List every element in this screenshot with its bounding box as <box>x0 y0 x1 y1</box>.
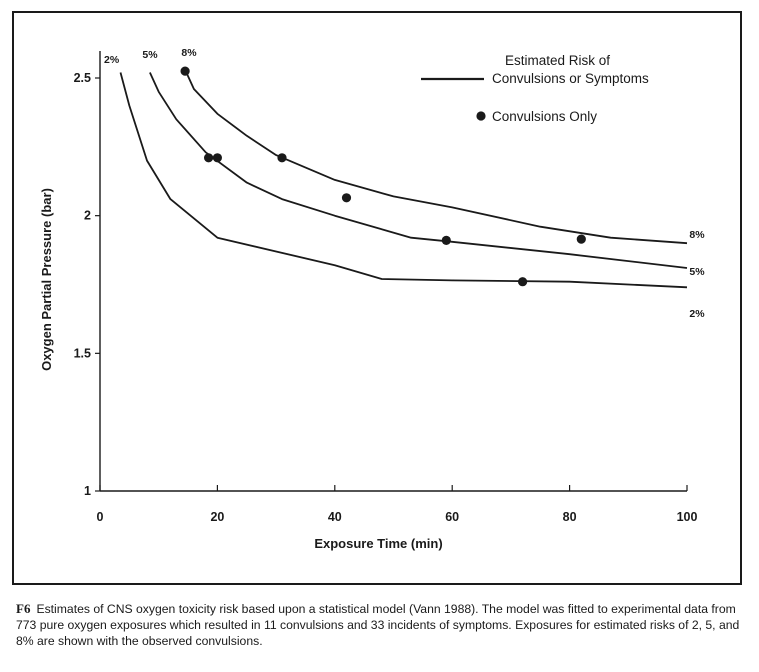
x-tick-label: 80 <box>563 510 577 524</box>
chart-ticks: 0 20 40 60 80 100 1 1.5 2 2.5 <box>74 71 698 524</box>
data-point <box>518 277 528 287</box>
series-end-label: 2% <box>689 308 705 320</box>
figure-label: F6 <box>16 601 31 616</box>
series-end-label: 5% <box>689 266 705 278</box>
data-point <box>277 153 287 163</box>
legend-line-label-2: Convulsions or Symptoms <box>492 71 649 86</box>
data-point <box>180 66 190 76</box>
chart-series <box>119 69 688 289</box>
x-axis-title: Exposure Time (min) <box>314 536 442 551</box>
series-top-label: 2% <box>104 54 120 66</box>
chart-legend: Estimated Risk of Convulsions or Symptoms… <box>421 53 649 124</box>
y-tick-label: 2 <box>84 209 91 223</box>
data-point <box>576 234 586 244</box>
figure-caption: F6 Estimates of CNS oxygen toxicity risk … <box>16 601 746 649</box>
caption-text: Estimates of CNS oxygen toxicity risk ba… <box>16 602 740 648</box>
series-top-label: 8% <box>181 47 197 59</box>
legend-point-label: Convulsions Only <box>492 109 597 124</box>
data-point <box>341 193 352 203</box>
chart-labels: Exposure Time (min) Oxygen Partial Pressu… <box>39 47 705 551</box>
x-tick-label: 0 <box>97 510 104 524</box>
risk-chart: 0 20 40 60 80 100 1 1.5 2 2.5 Exposure Time (min)… <box>39 47 705 551</box>
legend-line-label-1: Estimated Risk of <box>505 53 610 68</box>
chart-axes <box>99 51 687 492</box>
y-axis-title: Oxygen Partial Pressure (bar) <box>39 188 54 371</box>
series-line <box>184 69 688 245</box>
x-tick-label: 100 <box>677 510 698 524</box>
x-tick-label: 60 <box>445 510 459 524</box>
data-point <box>204 153 214 163</box>
y-tick-label: 1.5 <box>74 346 91 360</box>
figure-frame: 0 20 40 60 80 100 1 1.5 2 2.5 Exposure Time (min)… <box>12 11 742 585</box>
data-point <box>212 153 222 163</box>
legend-point-swatch <box>476 111 486 121</box>
y-tick-label: 1 <box>84 484 91 498</box>
data-point <box>441 235 451 245</box>
series-top-label: 5% <box>142 49 158 61</box>
series-line <box>119 72 688 289</box>
y-tick-label: 2.5 <box>74 71 91 85</box>
series-line <box>149 72 688 269</box>
series-end-label: 8% <box>689 229 705 241</box>
chart-points <box>180 66 586 287</box>
x-tick-label: 20 <box>210 510 224 524</box>
x-tick-label: 40 <box>328 510 342 524</box>
